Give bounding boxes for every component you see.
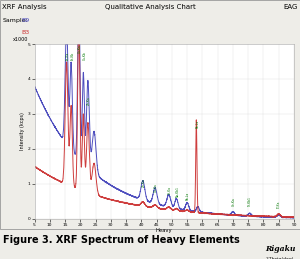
Text: Fe-Ka: Fe-Ka: [66, 52, 70, 60]
Text: Ti-Ka: Ti-Ka: [277, 202, 281, 209]
Text: Figure 3. XRF Spectrum of Heavy Elements: Figure 3. XRF Spectrum of Heavy Elements: [3, 235, 240, 244]
Text: Cu-Ka: Cu-Ka: [78, 44, 82, 53]
Text: Qualitative Analysis Chart: Qualitative Analysis Chart: [105, 4, 195, 10]
Text: Te-Ka: Te-Ka: [168, 187, 172, 195]
Text: Cu-Ka: Cu-Ka: [154, 183, 158, 192]
Text: 2-Theta(deg): 2-Theta(deg): [266, 257, 294, 259]
Text: Zn-Ka: Zn-Ka: [87, 96, 91, 105]
Text: Ce-Ka: Ce-Ka: [231, 197, 236, 206]
Text: Te-Kb1: Te-Kb1: [248, 197, 252, 207]
Text: B9: B9: [21, 18, 29, 23]
Text: XRF Analysis: XRF Analysis: [2, 4, 47, 10]
Text: Zn-Ka: Zn-Ka: [142, 179, 146, 188]
Text: Pb-La: Pb-La: [195, 120, 200, 128]
Text: Cu-Kb: Cu-Kb: [83, 51, 87, 60]
Text: Nb-Kb1: Nb-Kb1: [176, 186, 179, 197]
Text: EAG: EAG: [283, 4, 298, 10]
Text: Rigaku: Rigaku: [265, 244, 296, 253]
Text: x1000: x1000: [12, 37, 28, 42]
Y-axis label: Intensity (kcps): Intensity (kcps): [20, 112, 25, 150]
Text: Pb-La: Pb-La: [186, 191, 190, 200]
Text: Sample:: Sample:: [2, 18, 28, 23]
X-axis label: Heavy: Heavy: [156, 228, 172, 233]
Text: Fe-Kb: Fe-Kb: [70, 52, 74, 60]
Text: B3: B3: [21, 30, 29, 34]
